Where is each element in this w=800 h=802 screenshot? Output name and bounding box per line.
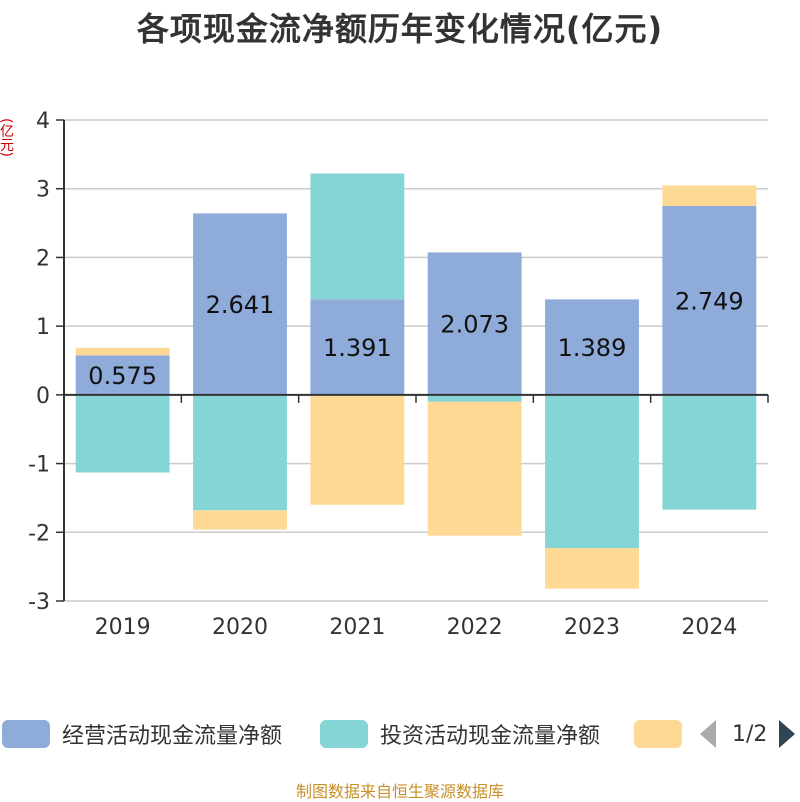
- legend-label-operating: 经营活动现金流量净额: [62, 724, 283, 749]
- legend-swatch-financing: [634, 720, 682, 748]
- x-tick-label: 2020: [212, 615, 268, 640]
- y-tick-label: 2: [36, 246, 50, 271]
- data-label: 0.575: [88, 362, 157, 390]
- y-tick-label: -2: [28, 521, 50, 546]
- bar-series3-2021: [310, 394, 405, 505]
- bar-series3-2022: [427, 401, 522, 536]
- data-label: 1.389: [558, 334, 627, 362]
- data-label: 2.749: [675, 287, 744, 315]
- bar-series3-2024: [662, 185, 757, 206]
- legend-item-operating[interactable]: 经营活动现金流量净额: [2, 716, 282, 752]
- bar-series2-2023: [545, 394, 639, 549]
- data-label: 2.073: [440, 311, 509, 339]
- y-tick-label: -1: [28, 453, 50, 478]
- bar-series2-2020: [193, 394, 287, 511]
- data-label: 1.391: [323, 334, 392, 362]
- y-tick-label: 3: [36, 178, 50, 203]
- bar-series3-2020: [193, 510, 287, 530]
- legend-pagination: 1/2: [700, 716, 796, 752]
- legend-item-financing[interactable]: [634, 716, 694, 752]
- bar-series3-2023: [545, 548, 639, 589]
- bar-series2-2024: [662, 394, 757, 510]
- legend-swatch-operating: [2, 720, 50, 748]
- legend-next-icon[interactable]: [779, 720, 796, 748]
- bar-series2-2021: [310, 173, 405, 300]
- y-axis-unit-label: (亿元): [0, 118, 14, 157]
- legend-page-indicator: 1/2: [732, 721, 768, 747]
- x-tick-label: 2019: [95, 615, 151, 640]
- chart-title: 各项现金流净额历年变化情况(亿元): [136, 10, 664, 48]
- y-tick-label: 1: [36, 315, 50, 340]
- bar-series1-2021: [310, 299, 405, 395]
- legend-prev-icon[interactable]: [700, 720, 716, 748]
- bar-series1-2020: [193, 213, 287, 395]
- data-label: 2.641: [206, 291, 275, 319]
- bar-series1-2024: [662, 205, 757, 395]
- y-tick-label: -3: [28, 590, 50, 615]
- x-tick-label: 2024: [681, 615, 737, 640]
- bar-series2-2022: [427, 394, 522, 402]
- chart-plot: 4 3 2 1 0 -1 -2 -3 0.575 2.641 1.391 2.073 1.389 2.74…: [28, 109, 769, 640]
- bar-series3-2019: [75, 347, 170, 356]
- data-source-note: 制图数据来自恒生聚源数据库: [295, 782, 504, 801]
- legend-item-investing[interactable]: 投资活动现金流量净额: [320, 716, 600, 752]
- legend-swatch-investing: [320, 720, 368, 748]
- bar-series1-2022: [427, 252, 522, 395]
- bar-series1-2019: [75, 355, 170, 395]
- bar-series1-2023: [545, 299, 639, 395]
- legend-label-investing: 投资活动现金流量净额: [380, 724, 601, 749]
- x-tick-label: 2022: [447, 615, 503, 640]
- y-tick-label: 0: [36, 384, 50, 409]
- x-tick-label: 2021: [329, 615, 385, 640]
- bar-series2-2019: [75, 394, 170, 473]
- x-tick-label: 2023: [564, 615, 620, 640]
- y-tick-label: 4: [36, 109, 50, 134]
